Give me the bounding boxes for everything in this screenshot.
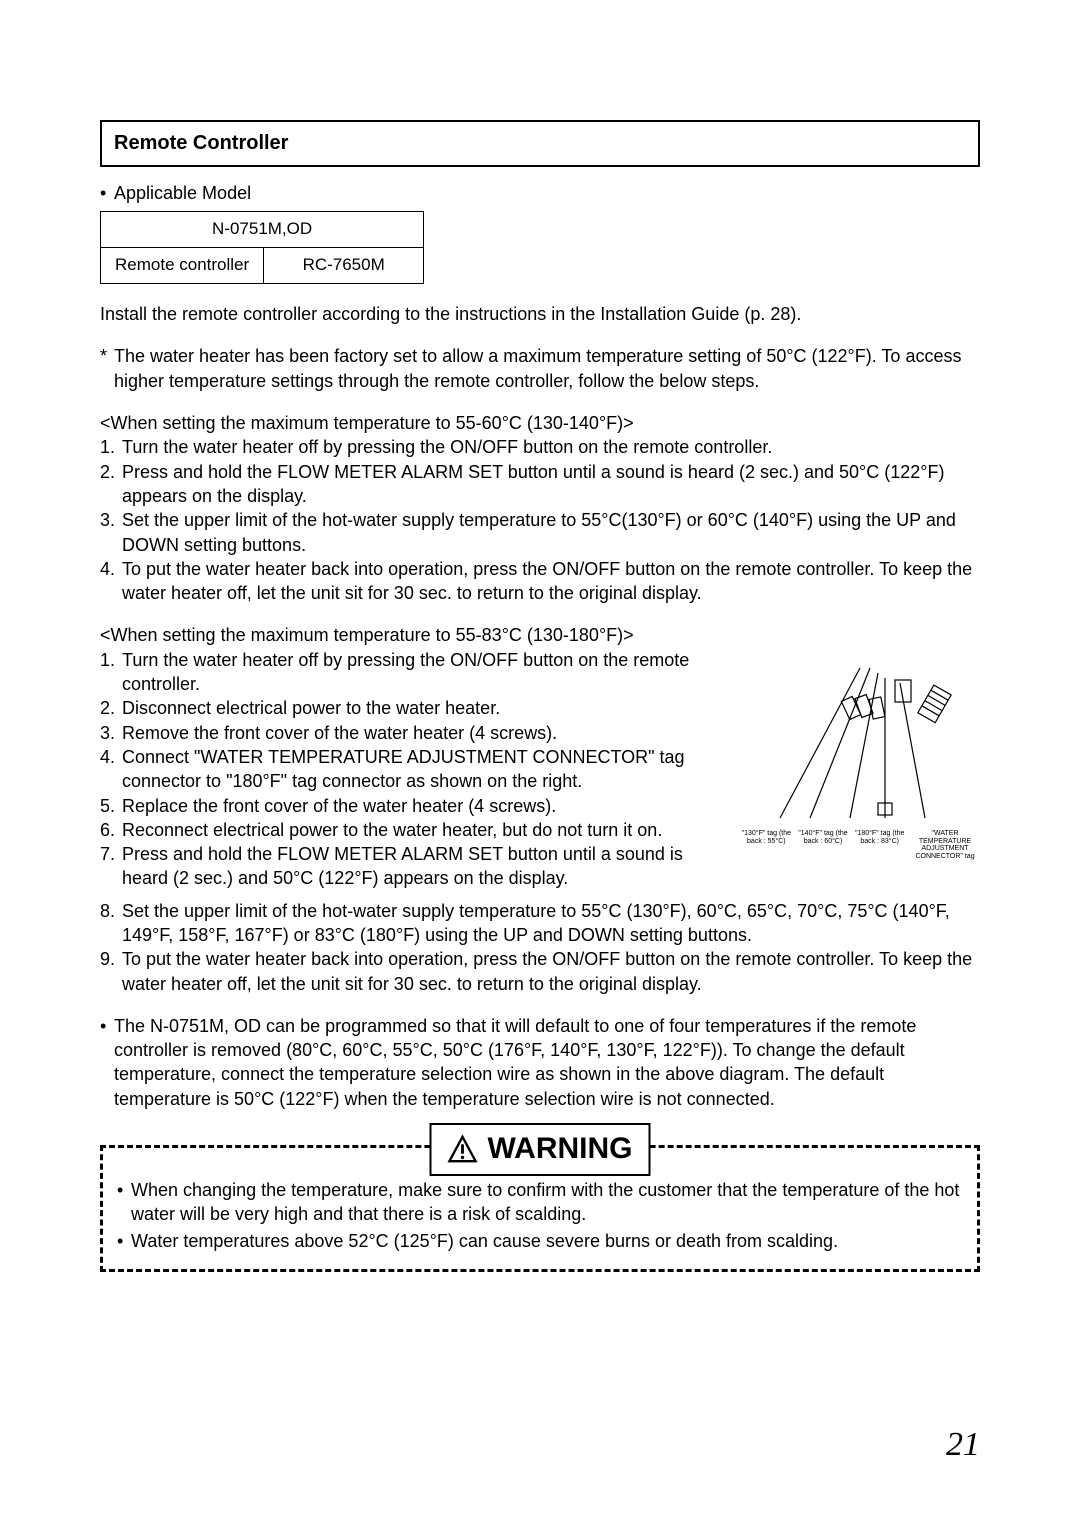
warning-section: WARNING • When changing the temperature,… <box>100 1145 980 1272</box>
diag-label-180: "180°F" tag (the back : 83°C) <box>853 830 906 861</box>
step-text: Disconnect electrical power to the water… <box>122 696 500 720</box>
step-num: 8. <box>100 899 122 948</box>
section-title-box: Remote Controller <box>100 120 980 167</box>
step-num: 1. <box>100 648 122 697</box>
step-num: 9. <box>100 947 122 996</box>
diag-label-140: "140°F" tag (the back : 60°C) <box>797 830 850 861</box>
asterisk-icon: * <box>100 344 114 393</box>
warning-label: WARNING <box>430 1123 651 1176</box>
bullet-icon: • <box>100 1014 114 1038</box>
step-num: 2. <box>100 696 122 720</box>
proc-b-steps: 1.Turn the water heater off by pressing … <box>100 648 730 891</box>
proc-b-steps-cont: 8.Set the upper limit of the hot-water s… <box>100 899 980 996</box>
bullet-icon: • <box>117 1178 131 1202</box>
connector-diagram: "130°F" tag (the back : 55°C) "140°F" ta… <box>740 648 980 909</box>
applicable-model-label: Applicable Model <box>114 181 251 205</box>
model-table-row-label: Remote controller <box>101 248 264 284</box>
step-num: 4. <box>100 745 122 794</box>
step-text: Reconnect electrical power to the water … <box>122 818 662 842</box>
factory-note-text: The water heater has been factory set to… <box>114 344 980 393</box>
step-num: 3. <box>100 721 122 745</box>
warning-title: WARNING <box>488 1129 633 1170</box>
step-text: Set the upper limit of the hot-water sup… <box>122 508 980 557</box>
model-table-header: N-0751M,OD <box>101 212 424 248</box>
step-text: To put the water heater back into operat… <box>122 557 980 606</box>
warning-icon <box>448 1134 478 1164</box>
factory-note: * The water heater has been factory set … <box>100 344 980 393</box>
diagram-svg <box>750 648 970 828</box>
bullet-icon: • <box>100 181 114 205</box>
install-text: Install the remote controller according … <box>100 302 980 326</box>
step-num: 4. <box>100 557 122 606</box>
step-text: To put the water heater back into operat… <box>122 947 980 996</box>
bullet-icon: • <box>117 1229 131 1253</box>
step-text: Press and hold the FLOW METER ALARM SET … <box>122 460 980 509</box>
diag-label-130: "130°F" tag (the back : 55°C) <box>740 830 793 861</box>
step-num: 3. <box>100 508 122 557</box>
diagram-labels: "130°F" tag (the back : 55°C) "140°F" ta… <box>740 830 980 861</box>
proc-b-title: <When setting the maximum temperature to… <box>100 623 980 647</box>
step-text: Replace the front cover of the water hea… <box>122 794 556 818</box>
step-text: Press and hold the FLOW METER ALARM SET … <box>122 842 730 891</box>
step-num: 5. <box>100 794 122 818</box>
proc-a-title: <When setting the maximum temperature to… <box>100 411 980 435</box>
default-note-row: • The N-0751M, OD can be programmed so t… <box>100 1014 980 1111</box>
page-number: 21 <box>946 1422 980 1468</box>
default-note: The N-0751M, OD can be programmed so tha… <box>114 1014 980 1111</box>
step-text: Remove the front cover of the water heat… <box>122 721 557 745</box>
step-text: Turn the water heater off by pressing th… <box>122 435 772 459</box>
section-title: Remote Controller <box>114 130 966 157</box>
applicable-model-row: • Applicable Model <box>100 181 980 205</box>
diag-label-conn: "WATER TEMPERATURE ADJUSTMENT CONNECTOR"… <box>910 830 980 861</box>
warning-item: Water temperatures above 52°C (125°F) ca… <box>131 1229 838 1253</box>
model-table-row-value: RC-7650M <box>264 248 424 284</box>
step-text: Set the upper limit of the hot-water sup… <box>122 899 980 948</box>
step-num: 2. <box>100 460 122 509</box>
step-num: 7. <box>100 842 122 891</box>
step-num: 6. <box>100 818 122 842</box>
warning-item: When changing the temperature, make sure… <box>131 1178 963 1227</box>
proc-a-steps: 1.Turn the water heater off by pressing … <box>100 435 980 605</box>
step-text: Connect "WATER TEMPERATURE ADJUSTMENT CO… <box>122 745 730 794</box>
model-table: N-0751M,OD Remote controller RC-7650M <box>100 211 424 284</box>
step-text: Turn the water heater off by pressing th… <box>122 648 730 697</box>
step-num: 1. <box>100 435 122 459</box>
